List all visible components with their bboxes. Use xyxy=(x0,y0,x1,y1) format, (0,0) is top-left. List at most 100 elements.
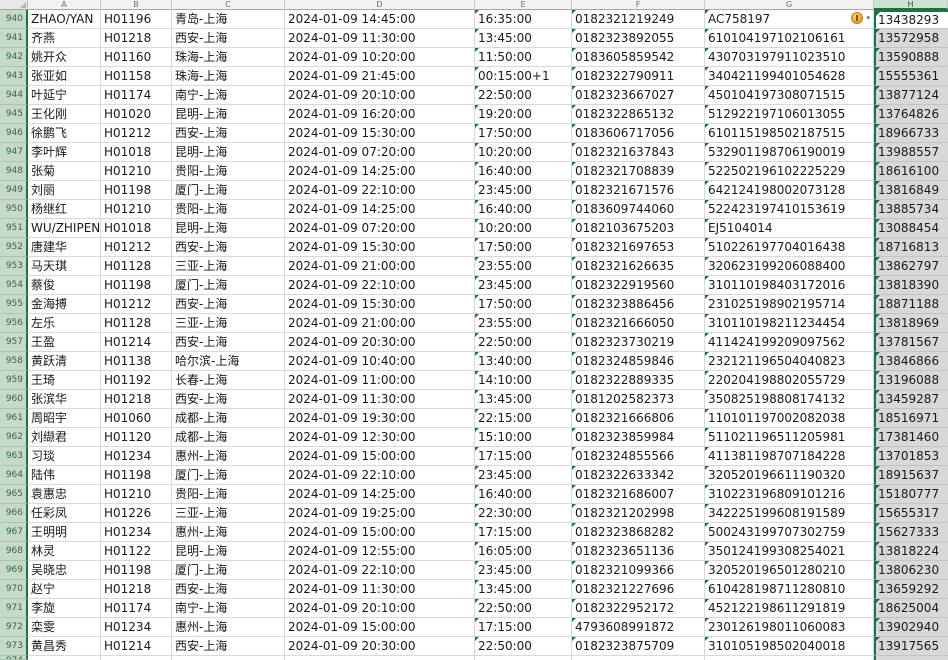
cell-booking-no[interactable] xyxy=(572,656,705,660)
cell-route[interactable]: 珠海-上海 xyxy=(172,48,285,67)
cell-booking-no[interactable]: 0182323875709 xyxy=(572,637,705,656)
row-header[interactable]: 965 xyxy=(0,485,28,504)
cell-depart-datetime[interactable]: 2024-01-09 14:45:00 xyxy=(285,10,475,29)
column-header-d[interactable]: D xyxy=(285,0,475,10)
cell-passenger-name[interactable]: 林灵 xyxy=(28,542,101,561)
cell-booking-no[interactable]: 4793608991872 xyxy=(572,618,705,637)
cell-booking-no[interactable]: 0183605859542 xyxy=(572,48,705,67)
cell-phone[interactable]: 15627333 xyxy=(874,523,948,542)
cell-phone[interactable]: 13701853 xyxy=(874,447,948,466)
cell-depart-datetime[interactable]: 2024-01-09 14:25:00 xyxy=(285,162,475,181)
cell-passenger-name[interactable]: 赵宁 xyxy=(28,580,101,599)
cell-passenger-name[interactable]: 李叶辉 xyxy=(28,143,101,162)
row-header[interactable]: 946 xyxy=(0,124,28,143)
cell-arrive-time[interactable]: 22:50:00 xyxy=(475,333,572,352)
cell-depart-datetime[interactable]: 2024-01-09 07:20:00 xyxy=(285,219,475,238)
cell-id-no[interactable]: 450104197308071515 xyxy=(705,86,874,105)
cell-phone[interactable]: 13917565 xyxy=(874,637,948,656)
cell-arrive-time[interactable]: 17:15:00 xyxy=(475,618,572,637)
cell-flight-no[interactable]: H01018 xyxy=(101,219,172,238)
row-header[interactable]: 971 xyxy=(0,599,28,618)
cell-passenger-name[interactable]: 黄跃清 xyxy=(28,352,101,371)
cell-id-no[interactable]: 310223196809101216 xyxy=(705,485,874,504)
cell-passenger-name[interactable]: 黄昌秀 xyxy=(28,637,101,656)
cell-phone[interactable] xyxy=(874,656,948,660)
cell-booking-no[interactable]: 0182322865132 xyxy=(572,105,705,124)
cell-booking-no[interactable]: 0182323651136 xyxy=(572,542,705,561)
cell-booking-no[interactable]: 0182103675203 xyxy=(572,219,705,238)
cell-route[interactable]: 西安-上海 xyxy=(172,29,285,48)
cell-flight-no[interactable]: H01212 xyxy=(101,238,172,257)
cell-arrive-time[interactable]: 23:45:00 xyxy=(475,276,572,295)
cell-phone[interactable]: 18871188 xyxy=(874,295,948,314)
cell-id-no[interactable]: 342225199608191589 xyxy=(705,504,874,523)
row-header[interactable]: 974 xyxy=(0,656,28,660)
cell-arrive-time[interactable]: 11:50:00 xyxy=(475,48,572,67)
row-header[interactable]: 966 xyxy=(0,504,28,523)
cell-passenger-name[interactable]: 任彩凤 xyxy=(28,504,101,523)
cell-passenger-name[interactable]: 左乐 xyxy=(28,314,101,333)
cell-booking-no[interactable]: 0182321637843 xyxy=(572,143,705,162)
cell-booking-no[interactable]: 0182321686007 xyxy=(572,485,705,504)
cell-arrive-time[interactable]: 17:15:00 xyxy=(475,523,572,542)
row-header[interactable]: 968 xyxy=(0,542,28,561)
cell-id-no[interactable]: 511021196511205981 xyxy=(705,428,874,447)
row-header[interactable]: 941 xyxy=(0,29,28,48)
cell-depart-datetime[interactable]: 2024-01-09 11:30:00 xyxy=(285,390,475,409)
cell-flight-no[interactable]: H01020 xyxy=(101,105,172,124)
cell-route[interactable]: 厦门-上海 xyxy=(172,561,285,580)
cell-id-no[interactable]: 610115198502187515 xyxy=(705,124,874,143)
cell-route[interactable]: 珠海-上海 xyxy=(172,67,285,86)
cell-arrive-time[interactable]: 14:10:00 xyxy=(475,371,572,390)
cell-depart-datetime[interactable]: 2024-01-09 21:45:00 xyxy=(285,67,475,86)
cell-flight-no[interactable]: H01198 xyxy=(101,466,172,485)
cell-route[interactable]: 南宁-上海 xyxy=(172,599,285,618)
row-header[interactable]: 954 xyxy=(0,276,28,295)
cell-flight-no[interactable]: H01160 xyxy=(101,48,172,67)
cell-route[interactable]: 成都-上海 xyxy=(172,409,285,428)
cell-flight-no[interactable]: H01210 xyxy=(101,485,172,504)
cell-phone[interactable]: 15555361 xyxy=(874,67,948,86)
cell-route[interactable]: 成都-上海 xyxy=(172,428,285,447)
cell-booking-no[interactable]: 0182323859984 xyxy=(572,428,705,447)
row-header[interactable]: 949 xyxy=(0,181,28,200)
cell-depart-datetime[interactable]: 2024-01-09 22:10:00 xyxy=(285,276,475,295)
cell-passenger-name[interactable]: 王化刚 xyxy=(28,105,101,124)
cell-booking-no[interactable]: 0182322952172 xyxy=(572,599,705,618)
column-header-h[interactable]: H xyxy=(874,0,948,10)
cell-booking-no[interactable]: 0182321227696 xyxy=(572,580,705,599)
cell-booking-no[interactable]: 0182323730219 xyxy=(572,333,705,352)
row-header[interactable]: 952 xyxy=(0,238,28,257)
cell-route[interactable]: 青岛-上海 xyxy=(172,10,285,29)
cell-id-no[interactable]: 310105198502040018 xyxy=(705,637,874,656)
row-header[interactable]: 950 xyxy=(0,200,28,219)
cell-phone[interactable]: 13438293 xyxy=(874,10,948,29)
cell-depart-datetime[interactable]: 2024-01-09 15:30:00 xyxy=(285,295,475,314)
cell-flight-no[interactable]: H01174 xyxy=(101,599,172,618)
row-header[interactable]: 945 xyxy=(0,105,28,124)
cell-passenger-name[interactable]: WU/ZHIPEN xyxy=(28,219,101,238)
cell-id-no[interactable]: 642124198002073128 xyxy=(705,181,874,200)
cell-id-no[interactable]: 350825198808174132 xyxy=(705,390,874,409)
cell-arrive-time[interactable]: 10:20:00 xyxy=(475,143,572,162)
cell-passenger-name[interactable]: 姚开众 xyxy=(28,48,101,67)
cell-passenger-name[interactable] xyxy=(28,656,101,660)
cell-booking-no[interactable]: 0182322889335 xyxy=(572,371,705,390)
cell-depart-datetime[interactable]: 2024-01-09 22:10:00 xyxy=(285,181,475,200)
cell-depart-datetime[interactable]: 2024-01-09 15:00:00 xyxy=(285,618,475,637)
cell-depart-datetime[interactable]: 2024-01-09 07:20:00 xyxy=(285,143,475,162)
cell-flight-no[interactable]: H01234 xyxy=(101,523,172,542)
cell-route[interactable]: 西安-上海 xyxy=(172,238,285,257)
cell-id-no[interactable]: 110101197002082038 xyxy=(705,409,874,428)
cell-arrive-time[interactable]: 17:15:00 xyxy=(475,447,572,466)
cell-passenger-name[interactable]: 金海搏 xyxy=(28,295,101,314)
cell-depart-datetime[interactable]: 2024-01-09 22:10:00 xyxy=(285,561,475,580)
cell-flight-no[interactable]: H01212 xyxy=(101,124,172,143)
cell-flight-no[interactable]: H01192 xyxy=(101,371,172,390)
cell-depart-datetime[interactable]: 2024-01-09 15:30:00 xyxy=(285,124,475,143)
row-header[interactable]: 970 xyxy=(0,580,28,599)
cell-flight-no[interactable]: H01122 xyxy=(101,542,172,561)
cell-phone[interactable]: 13818224 xyxy=(874,542,948,561)
cell-passenger-name[interactable]: 王盈 xyxy=(28,333,101,352)
cell-phone[interactable]: 15180777 xyxy=(874,485,948,504)
